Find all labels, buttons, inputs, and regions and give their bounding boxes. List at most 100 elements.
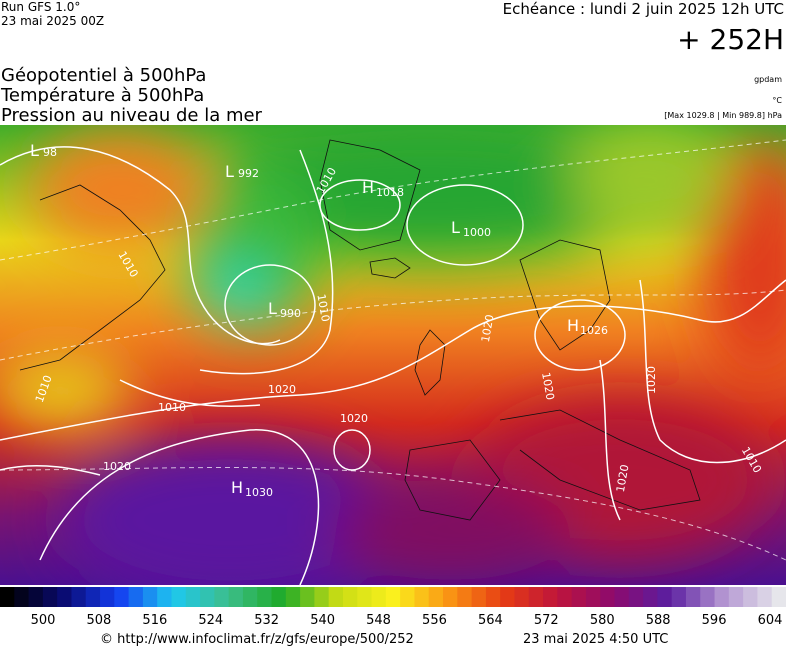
system-letter: H <box>362 178 374 197</box>
lead-time: + 252H <box>677 23 784 56</box>
legend-swatch <box>557 587 573 607</box>
legend-tick-label: 532 <box>254 613 279 628</box>
legend-swatch <box>85 587 101 607</box>
legend-swatch <box>528 587 544 607</box>
legend-tick-label: 564 <box>478 613 503 628</box>
legend-swatch <box>728 587 744 607</box>
legend-swatch <box>543 587 558 607</box>
legend-swatch <box>443 587 458 607</box>
legend-tick-label: 524 <box>198 613 223 628</box>
legend-tick-label: 540 <box>310 613 335 628</box>
legend-swatch <box>700 587 716 607</box>
legend-swatch <box>671 587 687 607</box>
legend-swatch <box>385 587 401 607</box>
system-pressure: 1030 <box>245 486 273 499</box>
legend-swatch <box>771 587 786 607</box>
system-letter: H <box>567 316 579 335</box>
legend-swatch <box>571 587 587 607</box>
isobar-label: 1020 <box>614 463 632 493</box>
legend-swatch <box>457 587 473 607</box>
legend-tick-label: 580 <box>590 613 615 628</box>
unit: °C <box>772 96 782 105</box>
run-label: Run GFS 1.0° <box>1 0 80 14</box>
isobar-label: 1010 <box>158 401 186 414</box>
system-letter: H <box>231 478 243 497</box>
pressure-range: [Max 1029.8 | Min 989.8] hPa <box>664 111 782 120</box>
system-letter: L <box>225 162 234 181</box>
field-name: Température à 500hPa <box>0 85 204 106</box>
legend-swatch <box>28 587 44 607</box>
system-pressure: 992 <box>238 167 259 180</box>
legend-swatch <box>628 587 644 607</box>
legend-swatch <box>371 587 387 607</box>
systems: L 98 L 992 H 1018 L 1000 L 990 H 1026 H 1030 <box>30 141 608 499</box>
system-pressure: 1026 <box>580 324 608 337</box>
run-date: 23 mai 2025 00Z <box>1 14 104 28</box>
legend-swatch <box>428 587 444 607</box>
isobar-label: 1020 <box>340 412 368 425</box>
field-name: Géopotentiel à 500hPa <box>1 65 206 86</box>
legend-swatch <box>357 587 373 607</box>
legend-swatch <box>100 587 115 607</box>
legend-swatch <box>314 587 330 607</box>
legend-swatch <box>485 587 501 607</box>
legend-swatch <box>643 587 658 607</box>
legend-swatch <box>142 587 158 607</box>
legend-swatch <box>342 587 358 607</box>
system-pressure: 990 <box>280 307 301 320</box>
legend-swatch <box>757 587 773 607</box>
isobar-label: 1020 <box>103 460 131 473</box>
legend-swatch <box>300 587 315 607</box>
legend-swatch <box>500 587 515 607</box>
valid-time: Echéance : lundi 2 juin 2025 12h UTC <box>503 0 784 18</box>
isobar-label: 1020 <box>268 383 296 396</box>
footer-url: © http://www.infoclimat.fr/z/gfs/europe/… <box>100 632 414 647</box>
legend-swatch <box>414 587 430 607</box>
field-name: Pression au niveau de la mer <box>1 105 263 126</box>
system-pressure: 1018 <box>376 186 404 199</box>
legend-swatch <box>328 587 344 607</box>
isobar-label: 1020 <box>539 371 557 401</box>
legend-tick-label: 588 <box>646 613 671 628</box>
legend-tick-label: 548 <box>366 613 391 628</box>
legend-swatch <box>242 587 258 607</box>
legend-swatch <box>400 587 415 607</box>
legend-tick-label: 556 <box>422 613 447 628</box>
system-letter: L <box>268 299 277 318</box>
legend-swatch <box>185 587 201 607</box>
legend-swatch <box>0 587 15 607</box>
legend-swatch <box>714 587 730 607</box>
legend-tick-label: 500 <box>31 613 56 628</box>
footer-date: 23 mai 2025 4:50 UTC <box>523 632 668 647</box>
isobar-label: 1020 <box>479 313 497 343</box>
legend-tick-label: 572 <box>534 613 559 628</box>
system-pressure: 98 <box>43 146 57 159</box>
color-legend: 500 508 516 524 532 540 548 556 564 572 580 588 596 6… <box>0 587 786 628</box>
legend-swatch <box>157 587 172 607</box>
legend-swatch <box>585 587 601 607</box>
legend-swatch <box>471 587 487 607</box>
legend-swatch <box>57 587 72 607</box>
legend-tick-label: 596 <box>702 613 727 628</box>
legend-swatch <box>743 587 758 607</box>
legend-swatch <box>42 587 58 607</box>
legend-swatch <box>657 587 673 607</box>
legend-swatch <box>257 587 273 607</box>
legend-tick-label: 516 <box>142 613 167 628</box>
legend-swatch <box>114 587 130 607</box>
system-letter: L <box>30 141 39 160</box>
unit: gpdam <box>754 75 782 84</box>
legend-swatch <box>228 587 244 607</box>
legend-swatch <box>271 587 287 607</box>
legend-swatch <box>128 587 144 607</box>
system-letter: L <box>451 218 460 237</box>
legend-swatch <box>171 587 187 607</box>
legend-swatch <box>614 587 630 607</box>
legend-swatch <box>285 587 301 607</box>
temperature-field <box>0 125 786 585</box>
legend-swatch <box>71 587 87 607</box>
legend-swatch <box>600 587 616 607</box>
isobar-label: 1010 <box>314 293 332 323</box>
